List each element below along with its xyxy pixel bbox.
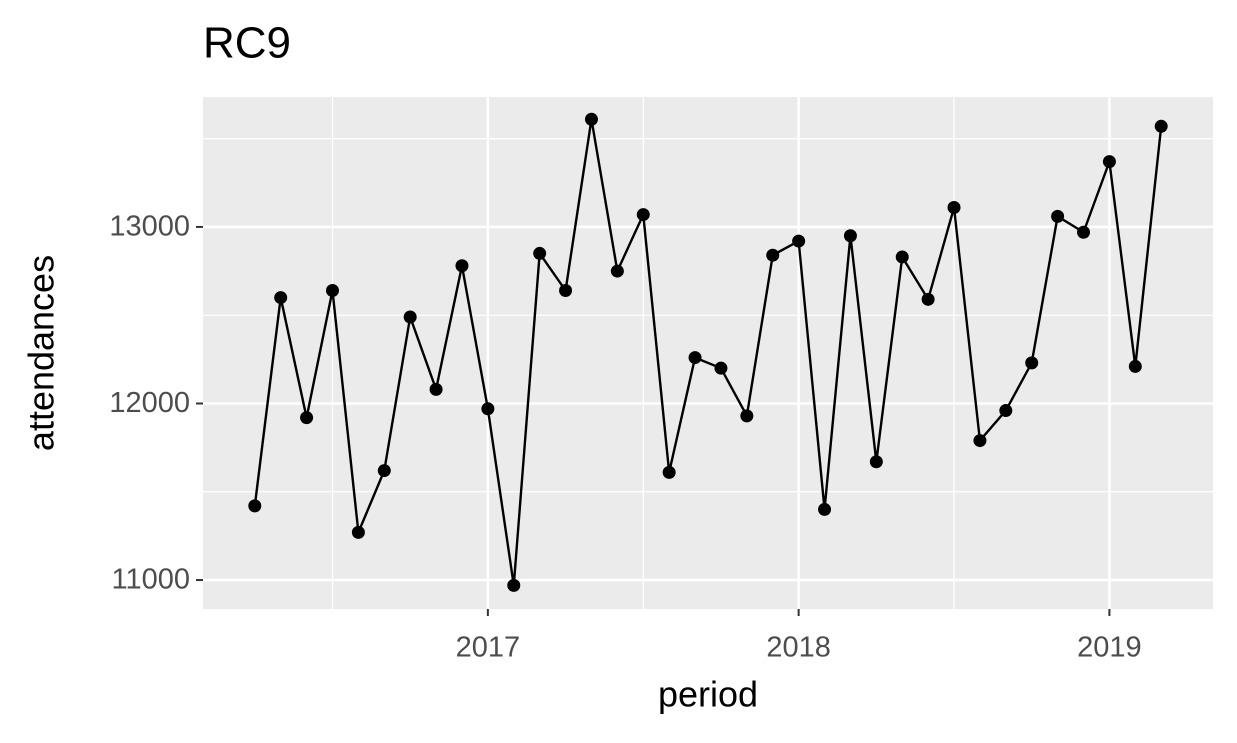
data-point <box>1128 359 1142 373</box>
data-point <box>895 250 909 264</box>
data-point <box>973 434 987 448</box>
data-point <box>274 291 288 305</box>
data-point <box>1154 119 1168 133</box>
data-point <box>481 402 495 416</box>
data-point <box>766 248 780 262</box>
data-point <box>1025 356 1039 370</box>
plot-panel <box>203 97 1213 609</box>
data-point <box>636 208 650 222</box>
data-point <box>403 310 417 324</box>
data-point <box>714 361 728 375</box>
chart-title: RC9 <box>203 19 291 68</box>
data-point <box>999 404 1013 418</box>
data-point <box>947 201 961 215</box>
data-point <box>300 411 314 425</box>
data-point <box>818 502 832 516</box>
x-axis-title: period <box>658 674 758 715</box>
y-axis-title: attendances <box>21 255 62 451</box>
data-point <box>325 284 339 298</box>
data-point <box>662 465 676 479</box>
x-tick-label: 2017 <box>456 632 521 664</box>
x-tick-label: 2019 <box>1077 632 1142 664</box>
data-point <box>1102 155 1116 169</box>
data-point <box>688 351 702 365</box>
data-point <box>921 292 935 306</box>
y-tick-label: 12000 <box>109 387 190 419</box>
data-point <box>740 409 754 423</box>
data-point <box>559 284 573 298</box>
data-point <box>792 234 806 248</box>
y-tick-label: 13000 <box>109 211 190 243</box>
data-point <box>351 525 365 539</box>
data-point <box>507 578 521 592</box>
data-point <box>248 499 262 513</box>
y-tick-label: 11000 <box>112 564 191 596</box>
data-point <box>1051 209 1065 223</box>
x-tick-label: 2018 <box>766 632 831 664</box>
data-point <box>377 464 391 478</box>
data-point <box>1077 225 1091 239</box>
data-point <box>455 259 469 273</box>
data-point <box>429 382 443 396</box>
data-line <box>253 119 1163 586</box>
data-point <box>533 246 547 260</box>
data-point <box>843 229 857 243</box>
data-point <box>869 455 883 469</box>
data-point <box>610 264 624 278</box>
data-point <box>584 112 598 126</box>
